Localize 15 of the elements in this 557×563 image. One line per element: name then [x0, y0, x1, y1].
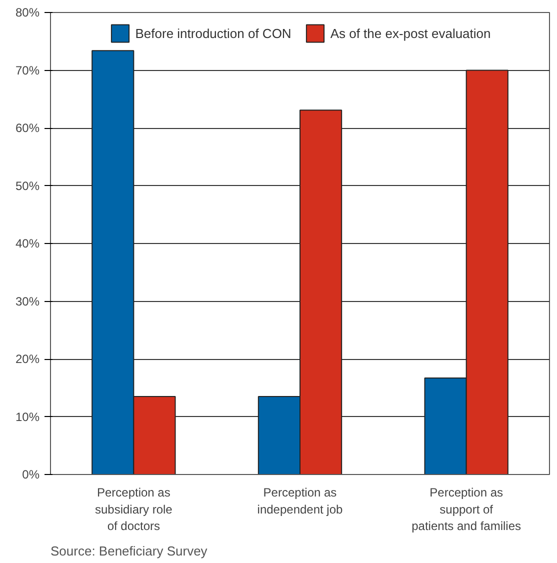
y-tick-label: 70%	[15, 63, 40, 78]
y-tick-label: 0%	[22, 468, 40, 482]
source-note: Source: Beneficiary Survey	[50, 544, 208, 558]
x-tick-label: Perception as support of patients and families	[412, 486, 522, 534]
x-tick-label: Perception as subsidiary role of doctors	[94, 486, 173, 534]
legend-label: As of the ex-post evaluation	[330, 26, 491, 40]
y-tick-label: 30%	[15, 294, 40, 308]
y-tick-label: 50%	[15, 178, 40, 193]
y-tick-label: 60%	[15, 121, 40, 135]
y-tick-label: 80%	[15, 6, 40, 20]
y-tick-label: 20%	[15, 352, 40, 366]
y-tick-label: 10%	[15, 410, 40, 424]
y-tick-label: 40%	[15, 236, 40, 250]
legend-label: Before introduction of CON	[135, 26, 292, 40]
x-tick-label: Perception as independent job	[257, 486, 344, 516]
